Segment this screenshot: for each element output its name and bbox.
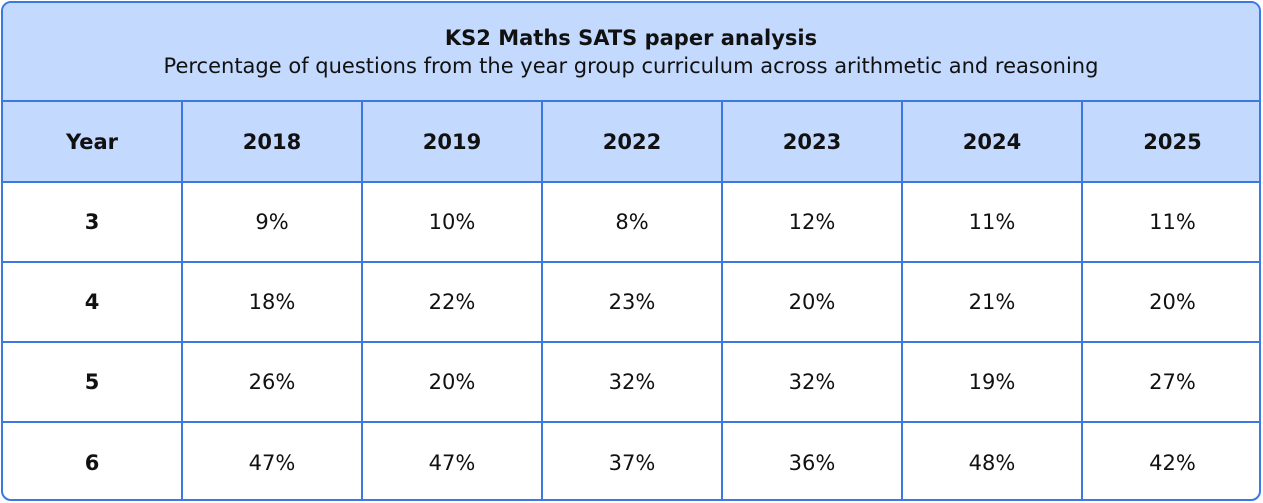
header-cell-2023: 2023 [721,102,903,183]
table-cell: 19% [901,341,1083,423]
table-cell: 22% [361,261,543,343]
header-cell-2018: 2018 [181,102,363,183]
table-cell: 37% [541,421,723,499]
header-cell-2022: 2022 [541,102,723,183]
table-cell: 10% [361,181,543,263]
table-cell: 42% [1081,421,1259,499]
row-label: 4 [3,261,183,343]
row-label: 6 [3,421,183,499]
table-cell: 27% [1081,341,1259,423]
table-cell: 21% [901,261,1083,343]
table-cell: 47% [181,421,363,499]
table-cell: 32% [721,341,903,423]
table-title: KS2 Maths SATS paper analysis [444,25,818,50]
table-cell: 8% [541,181,723,263]
header-cell-2024: 2024 [901,102,1083,183]
table-cell: 9% [181,181,363,263]
table-cell: 20% [721,261,903,343]
table-subtitle: Percentage of questions from the year gr… [163,53,1099,78]
header-cell-year: Year [3,102,183,183]
table-row: 5 26% 20% 32% 32% 19% 27% [3,341,1259,423]
table-cell: 23% [541,261,723,343]
table-cell: 47% [361,421,543,499]
table-cell: 11% [1081,181,1259,263]
table-cell: 36% [721,421,903,499]
table-cell: 48% [901,421,1083,499]
table-cell: 26% [181,341,363,423]
row-label: 5 [3,341,183,423]
table-cell: 11% [901,181,1083,263]
header-row: Year 2018 2019 2022 2023 2024 2025 [3,102,1259,183]
data-table: Year 2018 2019 2022 2023 2024 2025 3 9% … [3,102,1259,499]
table-row: 4 18% 22% 23% 20% 21% 20% [3,261,1259,343]
table-cell: 20% [1081,261,1259,343]
table-row: 3 9% 10% 8% 12% 11% 11% [3,181,1259,263]
row-label: 3 [3,181,183,263]
table-row: 6 47% 47% 37% 36% 48% 42% [3,421,1259,499]
table-cell: 12% [721,181,903,263]
table-cell: 20% [361,341,543,423]
header-cell-2019: 2019 [361,102,543,183]
table-cell: 18% [181,261,363,343]
table-cell: 32% [541,341,723,423]
header-cell-2025: 2025 [1081,102,1259,183]
table-caption: KS2 Maths SATS paper analysis Percentage… [3,3,1259,102]
